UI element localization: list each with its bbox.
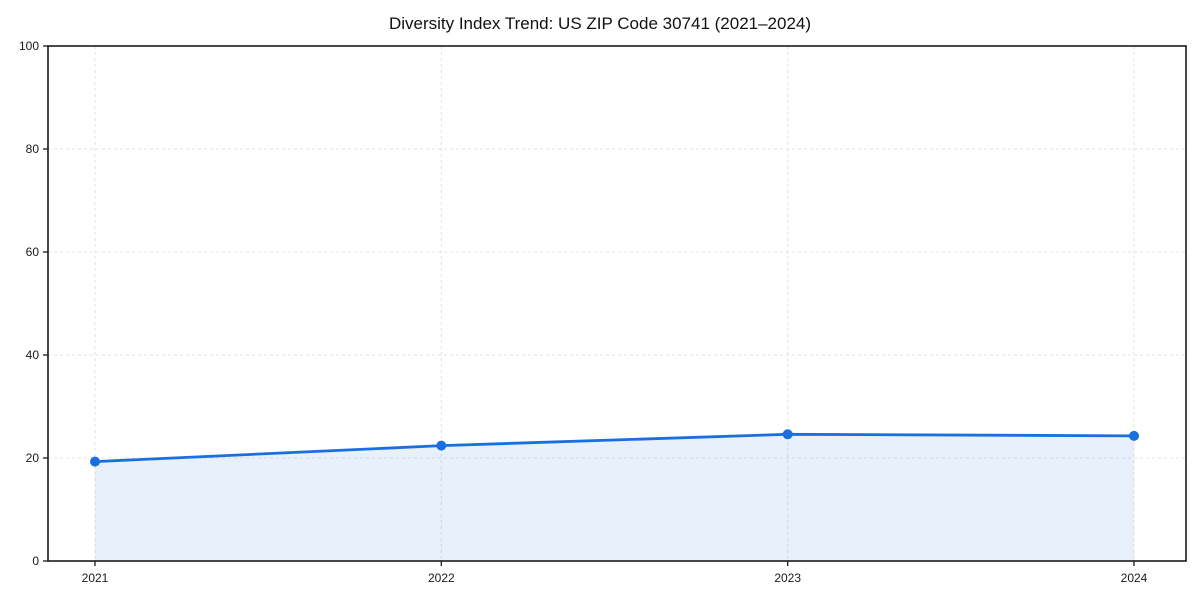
data-point-marker <box>1129 430 1139 441</box>
data-point-marker <box>436 440 447 451</box>
x-axis-tick-label: 2022 <box>428 571 455 585</box>
x-axis-tick-label: 2023 <box>774 571 801 585</box>
y-axis-tick-label: 80 <box>26 142 40 156</box>
chart-title: Diversity Index Trend: US ZIP Code 30741… <box>388 14 812 33</box>
data-point-marker <box>782 429 793 440</box>
y-axis-tick-label: 0 <box>32 554 39 568</box>
y-axis-tick-label: 100 <box>19 39 39 53</box>
x-axis-tick-label: 2021 <box>82 571 109 585</box>
y-axis-tick-label: 20 <box>26 451 40 465</box>
plot-frame <box>47 45 1187 562</box>
y-axis-tick-label: 40 <box>26 348 40 362</box>
trend-line <box>93 432 1136 464</box>
x-axis-tick-label: 2024 <box>1121 571 1148 585</box>
data-point-marker <box>90 456 100 467</box>
y-axis-tick-label: 60 <box>26 245 40 259</box>
area-fill <box>95 434 1134 561</box>
